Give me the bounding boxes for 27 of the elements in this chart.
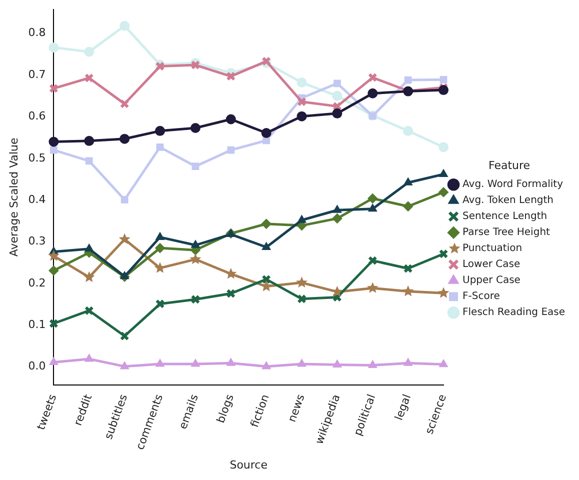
- legend-label: Sentence Length: [462, 211, 548, 222]
- x-tick-label: fiction: [248, 392, 272, 429]
- legend-label: Flesch Reading Ease: [462, 307, 566, 318]
- legend-title: Feature: [488, 158, 530, 172]
- legend-label: Avg. Token Length: [462, 195, 554, 206]
- y-tick-label: 0.0: [28, 360, 46, 373]
- x-tick-label: legal: [392, 392, 414, 422]
- y-tick-label: 0.1: [28, 318, 46, 332]
- y-tick-label: 0.6: [28, 110, 46, 123]
- legend-label: Lower Case: [462, 259, 520, 270]
- legend-label: Punctuation: [462, 243, 522, 254]
- legend-label: Avg. Word Formality: [462, 179, 564, 190]
- y-tick-label: 0.5: [28, 151, 46, 164]
- y-tick-label: 0.8: [28, 26, 46, 40]
- y-tick-label: 0.2: [28, 276, 46, 290]
- x-tick-label: emails: [176, 392, 202, 431]
- x-axis-title: Source: [230, 458, 268, 472]
- x-tick-label: blogs: [214, 392, 236, 425]
- y-tick-label: 0.4: [28, 192, 46, 206]
- y-tick-label: 0.3: [28, 234, 46, 248]
- y-tick-label: 0.7: [28, 68, 46, 81]
- y-axis-title: Average Scaled Value: [7, 137, 20, 257]
- x-tick-label: reddit: [71, 392, 95, 428]
- legend-label: Upper Case: [462, 275, 520, 286]
- x-tick-label: news: [285, 392, 308, 424]
- legend-label: Parse Tree Height: [462, 227, 550, 238]
- legend-label: F-Score: [462, 291, 500, 302]
